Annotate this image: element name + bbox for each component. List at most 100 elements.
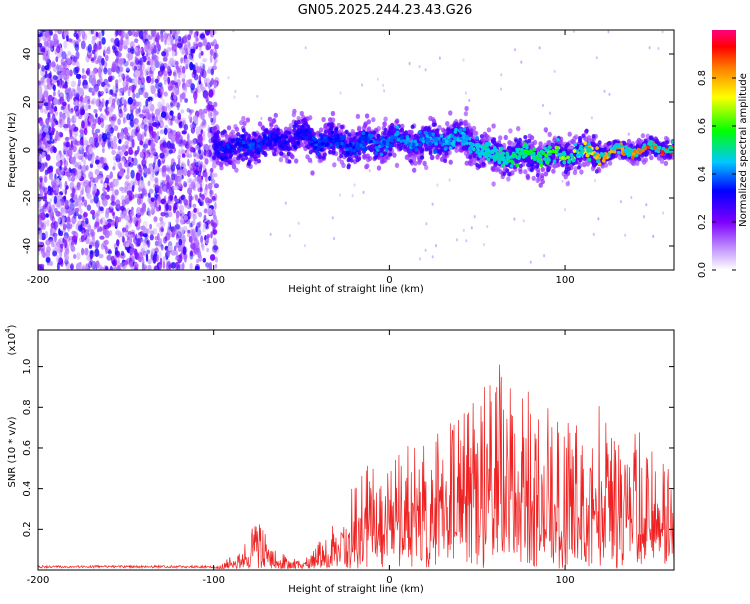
noise-point	[172, 129, 177, 136]
noise-point	[176, 68, 182, 73]
noise-point	[172, 30, 176, 38]
noise-point	[118, 162, 123, 170]
noise-point	[90, 209, 96, 215]
noise-point	[135, 101, 140, 107]
noise-point	[55, 161, 61, 167]
stray-point	[431, 255, 434, 259]
noise-point	[182, 246, 187, 256]
noise-point	[134, 38, 139, 43]
noise-point	[75, 184, 80, 191]
noise-point	[118, 72, 121, 78]
noise-point	[147, 51, 151, 56]
noise-point	[70, 244, 75, 250]
noise-point	[209, 48, 215, 57]
spectrogram-point	[290, 154, 295, 160]
noise-point	[159, 65, 165, 72]
spectrogram-point	[649, 155, 654, 161]
stray-point	[353, 183, 356, 187]
noise-point	[206, 77, 211, 83]
noise-point	[155, 82, 160, 89]
noise-point	[79, 139, 83, 146]
noise-point	[63, 75, 68, 81]
spectrogram-point	[400, 123, 405, 129]
spectrogram-point	[307, 157, 313, 163]
noise-point	[71, 235, 78, 243]
noise-point	[196, 174, 202, 183]
noise-point	[163, 91, 168, 97]
noise-point	[162, 140, 167, 147]
noise-point	[193, 99, 197, 104]
stray-point	[607, 30, 610, 34]
spectrogram-point	[448, 110, 453, 116]
stray-point	[256, 94, 259, 98]
noise-point	[48, 209, 54, 218]
noise-point	[214, 49, 218, 58]
noise-point	[73, 126, 79, 132]
noise-point	[43, 174, 47, 183]
noise-point	[106, 131, 111, 141]
noise-point	[197, 187, 203, 193]
noise-point	[181, 78, 186, 83]
noise-point	[100, 162, 104, 169]
stray-point	[418, 65, 421, 69]
noise-point	[109, 265, 113, 270]
noise-point	[183, 58, 188, 65]
noise-point	[143, 117, 149, 124]
noise-point	[82, 75, 87, 80]
noise-point	[186, 169, 191, 178]
noise-point	[131, 185, 135, 193]
noise-point	[124, 194, 130, 204]
spectrogram-point	[308, 115, 313, 121]
noise-point	[110, 37, 115, 43]
spectrogram-point	[379, 159, 385, 165]
noise-point	[139, 151, 144, 159]
noise-point	[101, 133, 108, 142]
noise-point	[169, 80, 175, 89]
noise-point	[64, 259, 69, 265]
noise-point	[195, 30, 199, 36]
noise-point	[64, 188, 67, 195]
noise-point	[169, 142, 176, 150]
spectrogram-point	[382, 121, 387, 127]
noise-point	[183, 215, 188, 221]
spectrogram-point	[242, 120, 247, 126]
noise-point	[119, 66, 124, 73]
spectrogram-point	[362, 153, 367, 159]
noise-point	[177, 112, 182, 120]
noise-point	[44, 57, 50, 63]
stray-point	[234, 89, 237, 93]
noise-point	[76, 181, 81, 189]
noise-point	[161, 148, 167, 154]
noise-point	[94, 248, 100, 257]
noise-point	[118, 138, 122, 144]
noise-point	[110, 121, 115, 127]
noise-point	[83, 127, 88, 136]
spectrogram-point	[363, 122, 368, 128]
spectrogram-point	[336, 122, 342, 128]
spectrogram-point	[292, 128, 297, 133]
noise-point	[170, 36, 174, 46]
noise-point	[149, 223, 153, 230]
noise-point	[159, 71, 162, 79]
stray-point	[464, 91, 467, 95]
noise-point	[38, 80, 42, 86]
noise-point	[105, 247, 108, 254]
noise-point	[72, 56, 78, 63]
noise-point	[192, 178, 196, 187]
noise-point	[125, 75, 130, 82]
noise-point	[116, 41, 120, 48]
noise-point	[115, 83, 119, 88]
spectrogram-point	[330, 117, 336, 123]
noise-point	[121, 96, 125, 105]
noise-point	[175, 61, 179, 66]
noise-point	[90, 30, 94, 35]
noise-point	[80, 189, 84, 196]
noise-point	[108, 76, 112, 83]
noise-point	[143, 168, 147, 174]
stray-point	[652, 234, 655, 238]
spectrogram-point	[241, 115, 246, 122]
spectrogram-point	[404, 130, 409, 135]
stray-point	[448, 178, 451, 182]
noise-point	[202, 143, 206, 151]
noise-point	[107, 141, 112, 150]
